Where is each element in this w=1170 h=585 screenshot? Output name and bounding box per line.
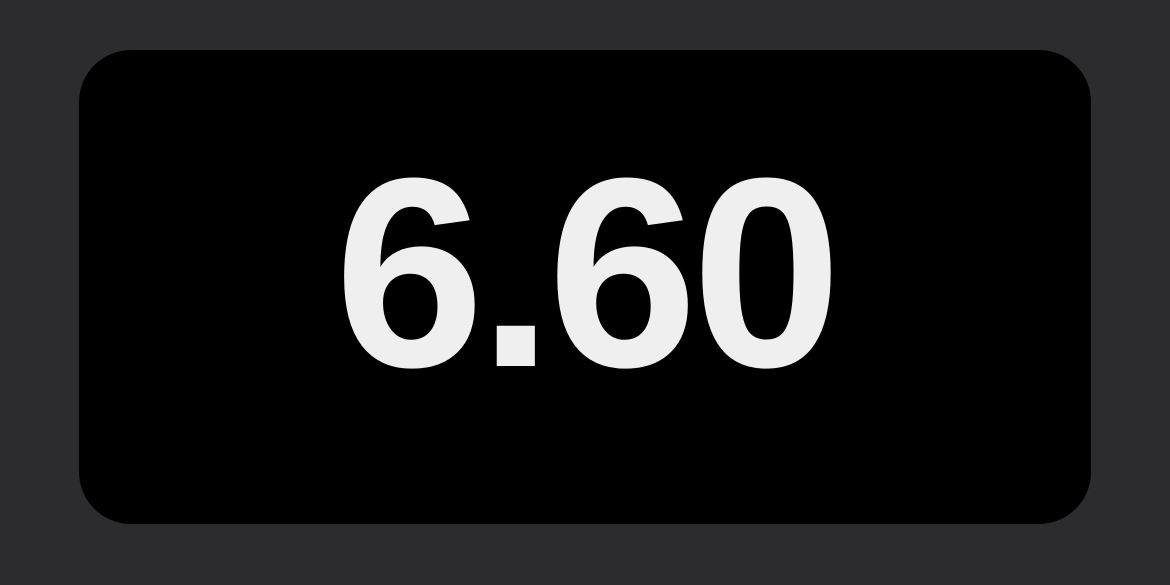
value-readout: 6.60 <box>334 123 842 424</box>
value-display-panel: 6.60 <box>79 50 1091 524</box>
